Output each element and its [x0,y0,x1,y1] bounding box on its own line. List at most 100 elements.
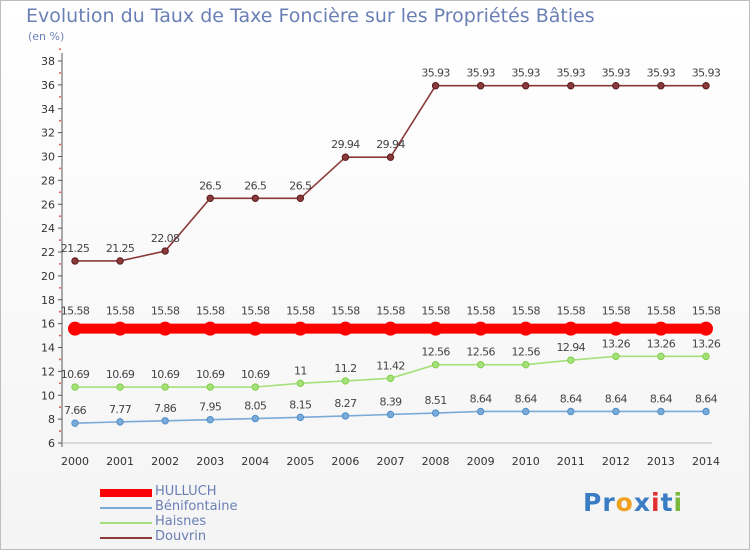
point-bnifontaine [296,413,305,422]
y-tick-label: 38 [41,55,55,68]
x-tick-label: 2007 [377,455,405,468]
x-tick-label: 2011 [557,455,585,468]
y-tick-label: 20 [41,270,55,283]
data-label-haisnes: 10.69 [241,368,270,381]
point-haisnes [161,383,169,391]
y-tick-label: 6 [48,437,55,450]
data-label-bnifontaine: 8.39 [379,395,402,408]
logo-letter: i [650,488,661,517]
x-tick-label: 2003 [196,455,224,468]
x-tick-label: 2013 [647,455,675,468]
data-label-douvrin: 21.25 [61,242,90,255]
data-label-hulluch: 15.58 [196,305,225,318]
point-haisnes [476,360,485,369]
logo-letter: o [615,488,634,517]
point-haisnes [431,360,440,369]
data-label-douvrin: 35.93 [692,67,721,80]
legend-label-douvrin: Douvrin [155,529,207,544]
point-bnifontaine [522,407,530,416]
point-bnifontaine [206,416,214,424]
data-label-douvrin: 21.25 [106,242,135,255]
point-haisnes [522,360,530,369]
logo-letter: t [660,488,674,517]
point-hulluch [518,321,533,336]
y-minor-dot [59,239,61,241]
y-tick-label: 10 [41,389,55,402]
data-label-hulluch: 15.58 [376,305,405,318]
point-douvrin [341,153,350,161]
data-label-hulluch: 15.58 [647,305,676,318]
y-tick-label: 28 [41,174,55,187]
point-hulluch [563,321,578,336]
y-tick-label: 26 [41,198,55,211]
data-label-haisnes: 10.69 [106,368,135,381]
point-bnifontaine [657,407,665,416]
data-label-haisnes: 11.2 [334,362,356,375]
y-tick-label: 34 [41,103,55,116]
point-hulluch [383,321,398,336]
point-douvrin [116,257,124,265]
point-bnifontaine [702,407,710,416]
data-label-haisnes: 12.56 [466,346,495,359]
data-label-haisnes: 10.69 [61,368,90,381]
data-label-hulluch: 15.58 [557,305,586,318]
data-label-hulluch: 15.58 [61,305,90,318]
point-hulluch [428,321,443,336]
point-hulluch [68,321,82,336]
y-tick-label: 14 [41,342,55,355]
point-haisnes [116,383,124,391]
data-label-bnifontaine: 8.15 [289,398,312,411]
data-label-douvrin: 35.93 [511,67,540,80]
data-label-douvrin: 35.93 [466,67,495,80]
data-label-douvrin: 29.94 [331,138,360,151]
data-label-douvrin: 26.5 [244,179,267,192]
point-douvrin [386,153,395,161]
y-tick-label: 8 [48,413,55,426]
point-hulluch [293,321,308,336]
legend-label-haisnes: Haisnes [155,514,207,529]
point-douvrin [522,82,530,90]
y-minor-dot [59,215,61,218]
y-tick-label: 30 [41,151,55,164]
data-label-haisnes: 12.56 [511,346,540,359]
point-bnifontaine [161,417,169,425]
point-bnifontaine [612,407,620,416]
legend-swatch-benifontaine [100,507,152,509]
x-tick-label: 2010 [512,455,540,468]
chart-title: Evolution du Taux de Taxe Foncière sur l… [26,5,595,27]
y-minor-dot [59,167,61,170]
y-minor-dot [59,406,61,409]
point-hulluch [608,321,623,336]
logo-letter: i [673,488,684,517]
point-haisnes [657,352,665,361]
point-hulluch [158,321,173,336]
x-tick-label: 2012 [602,455,630,468]
legend-swatch-douvrin [100,537,152,539]
point-haisnes [206,383,214,391]
data-label-hulluch: 15.58 [241,305,270,318]
y-minor-dot [59,263,61,265]
data-label-douvrin: 35.93 [602,67,631,80]
point-douvrin [206,194,214,202]
point-haisnes [612,352,620,361]
point-hulluch [473,321,488,336]
point-douvrin [161,247,169,255]
y-tick-label: 18 [41,294,55,307]
point-bnifontaine [71,419,79,427]
data-label-bnifontaine: 8.05 [244,400,267,413]
data-label-hulluch: 15.58 [106,305,135,318]
y-tick-label: 32 [41,127,55,140]
y-minor-dot [59,72,61,74]
data-label-hulluch: 15.58 [286,305,315,318]
data-label-haisnes: 11.42 [376,359,405,372]
x-tick-label: 2001 [106,455,134,468]
point-haisnes [702,352,710,361]
data-label-haisnes: 13.26 [602,337,631,350]
data-label-douvrin: 26.5 [199,179,222,192]
point-haisnes [251,383,259,391]
y-minor-dot [59,286,61,289]
y-minor-dot [59,191,61,194]
point-bnifontaine [567,407,575,416]
data-label-douvrin: 35.93 [647,67,676,80]
